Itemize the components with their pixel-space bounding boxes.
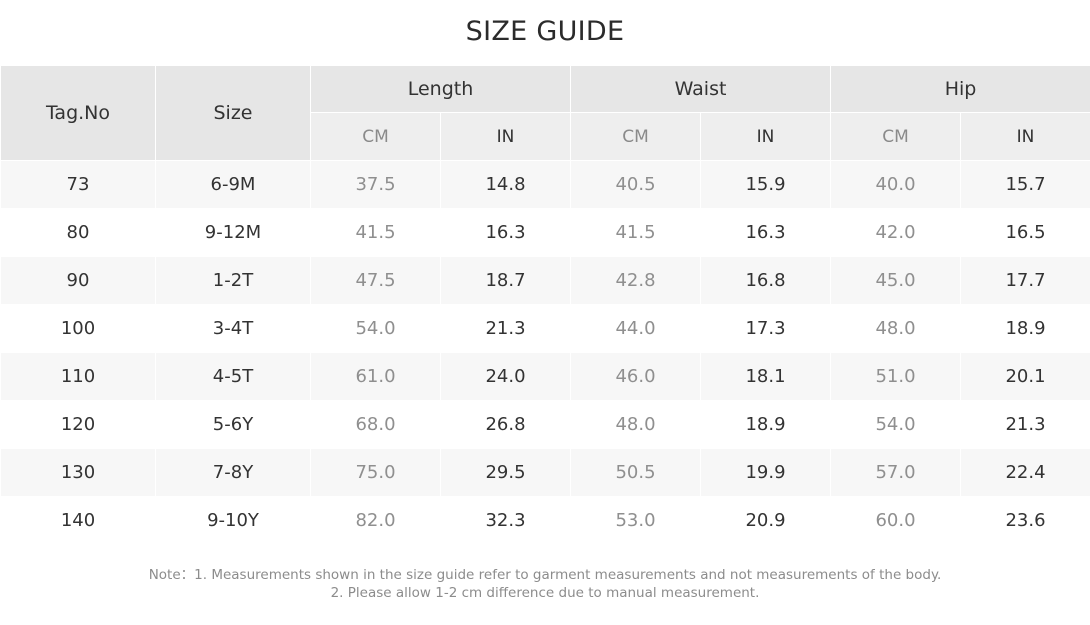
cell-hip-in: 22.4 bbox=[960, 448, 1090, 497]
cell-hip-in: 15.7 bbox=[960, 160, 1090, 209]
cell-tag-no: 140 bbox=[0, 496, 156, 545]
table-row: 120 5-6Y 68.0 26.8 48.0 18.9 54.0 21.3 bbox=[0, 400, 1090, 449]
cell-hip-cm: 48.0 bbox=[830, 304, 962, 353]
cell-waist-in: 18.9 bbox=[700, 400, 832, 449]
cell-hip-in: 18.9 bbox=[960, 304, 1090, 353]
cell-size: 5-6Y bbox=[155, 400, 311, 449]
cell-length-in: 16.3 bbox=[439, 208, 572, 257]
size-guide-table: Tag.No Size Length Waist Hip CM IN CM IN… bbox=[0, 65, 1090, 545]
measurement-note: Note：1. Measurements shown in the size g… bbox=[0, 566, 1090, 602]
cell-hip-cm: 51.0 bbox=[830, 352, 962, 401]
cell-waist-cm: 41.5 bbox=[570, 208, 702, 257]
cell-waist-cm: 44.0 bbox=[570, 304, 702, 353]
cell-length-cm: 61.0 bbox=[310, 352, 441, 401]
cell-length-cm: 75.0 bbox=[310, 448, 441, 497]
cell-waist-in: 16.8 bbox=[700, 256, 832, 305]
cell-size: 9-12M bbox=[155, 208, 311, 257]
cell-length-cm: 37.5 bbox=[310, 160, 441, 209]
cell-size: 4-5T bbox=[155, 352, 311, 401]
cell-waist-in: 16.3 bbox=[700, 208, 832, 257]
cell-waist-in: 20.9 bbox=[700, 496, 832, 545]
cell-hip-in: 16.5 bbox=[960, 208, 1090, 257]
table-row: 80 9-12M 41.5 16.3 41.5 16.3 42.0 16.5 bbox=[0, 208, 1090, 257]
cell-waist-cm: 42.8 bbox=[570, 256, 702, 305]
header-length: Length bbox=[309, 65, 572, 113]
cell-hip-cm: 42.0 bbox=[830, 208, 962, 257]
header-length-cm: CM bbox=[310, 112, 441, 161]
table-row: 110 4-5T 61.0 24.0 46.0 18.1 51.0 20.1 bbox=[0, 352, 1090, 401]
cell-waist-cm: 53.0 bbox=[570, 496, 702, 545]
header-waist-cm: CM bbox=[570, 112, 702, 161]
cell-hip-in: 17.7 bbox=[960, 256, 1090, 305]
note-line-2: 2. Please allow 1-2 cm difference due to… bbox=[330, 585, 760, 601]
header-size: Size bbox=[155, 65, 311, 161]
cell-hip-cm: 57.0 bbox=[830, 448, 962, 497]
cell-tag-no: 73 bbox=[0, 160, 156, 209]
cell-size: 1-2T bbox=[155, 256, 311, 305]
cell-length-cm: 47.5 bbox=[310, 256, 441, 305]
cell-hip-in: 20.1 bbox=[960, 352, 1090, 401]
cell-length-in: 26.8 bbox=[439, 400, 572, 449]
table-body: 73 6-9M 37.5 14.8 40.5 15.9 40.0 15.7 80… bbox=[0, 160, 1090, 545]
cell-size: 3-4T bbox=[155, 304, 311, 353]
header-hip-in: IN bbox=[960, 112, 1090, 161]
cell-waist-cm: 40.5 bbox=[570, 160, 702, 209]
cell-length-cm: 82.0 bbox=[310, 496, 441, 545]
cell-tag-no: 110 bbox=[0, 352, 156, 401]
cell-hip-in: 23.6 bbox=[960, 496, 1090, 545]
cell-tag-no: 100 bbox=[0, 304, 156, 353]
cell-length-cm: 54.0 bbox=[310, 304, 441, 353]
cell-tag-no: 90 bbox=[0, 256, 156, 305]
cell-length-in: 21.3 bbox=[439, 304, 572, 353]
cell-length-cm: 41.5 bbox=[310, 208, 441, 257]
cell-waist-in: 15.9 bbox=[700, 160, 832, 209]
table-row: 100 3-4T 54.0 21.3 44.0 17.3 48.0 18.9 bbox=[0, 304, 1090, 353]
cell-length-in: 18.7 bbox=[439, 256, 572, 305]
cell-hip-cm: 54.0 bbox=[830, 400, 962, 449]
header-length-in: IN bbox=[439, 112, 572, 161]
cell-hip-in: 21.3 bbox=[960, 400, 1090, 449]
page-title: SIZE GUIDE bbox=[465, 16, 625, 47]
header-waist-in: IN bbox=[700, 112, 832, 161]
cell-size: 7-8Y bbox=[155, 448, 311, 497]
cell-waist-in: 17.3 bbox=[700, 304, 832, 353]
header-hip: Hip bbox=[830, 65, 1090, 113]
cell-length-in: 32.3 bbox=[439, 496, 572, 545]
table-header: Tag.No Size Length Waist Hip CM IN CM IN… bbox=[0, 65, 1090, 161]
header-tag-no: Tag.No bbox=[0, 65, 156, 161]
cell-waist-cm: 48.0 bbox=[570, 400, 702, 449]
cell-hip-cm: 40.0 bbox=[830, 160, 962, 209]
cell-length-in: 14.8 bbox=[439, 160, 572, 209]
table-row: 130 7-8Y 75.0 29.5 50.5 19.9 57.0 22.4 bbox=[0, 448, 1090, 497]
cell-hip-cm: 45.0 bbox=[830, 256, 962, 305]
cell-hip-cm: 60.0 bbox=[830, 496, 962, 545]
cell-waist-in: 18.1 bbox=[700, 352, 832, 401]
cell-length-cm: 68.0 bbox=[310, 400, 441, 449]
cell-waist-in: 19.9 bbox=[700, 448, 832, 497]
cell-tag-no: 120 bbox=[0, 400, 156, 449]
cell-size: 6-9M bbox=[155, 160, 311, 209]
cell-size: 9-10Y bbox=[155, 496, 311, 545]
cell-waist-cm: 50.5 bbox=[570, 448, 702, 497]
table-row: 73 6-9M 37.5 14.8 40.5 15.9 40.0 15.7 bbox=[0, 160, 1090, 209]
header-waist: Waist bbox=[570, 65, 832, 113]
table-row: 140 9-10Y 82.0 32.3 53.0 20.9 60.0 23.6 bbox=[0, 496, 1090, 545]
cell-tag-no: 130 bbox=[0, 448, 156, 497]
header-hip-cm: CM bbox=[830, 112, 962, 161]
cell-length-in: 29.5 bbox=[439, 448, 572, 497]
cell-length-in: 24.0 bbox=[439, 352, 572, 401]
table-row: 90 1-2T 47.5 18.7 42.8 16.8 45.0 17.7 bbox=[0, 256, 1090, 305]
note-line-1: Note：1. Measurements shown in the size g… bbox=[148, 567, 942, 583]
cell-tag-no: 80 bbox=[0, 208, 156, 257]
cell-waist-cm: 46.0 bbox=[570, 352, 702, 401]
